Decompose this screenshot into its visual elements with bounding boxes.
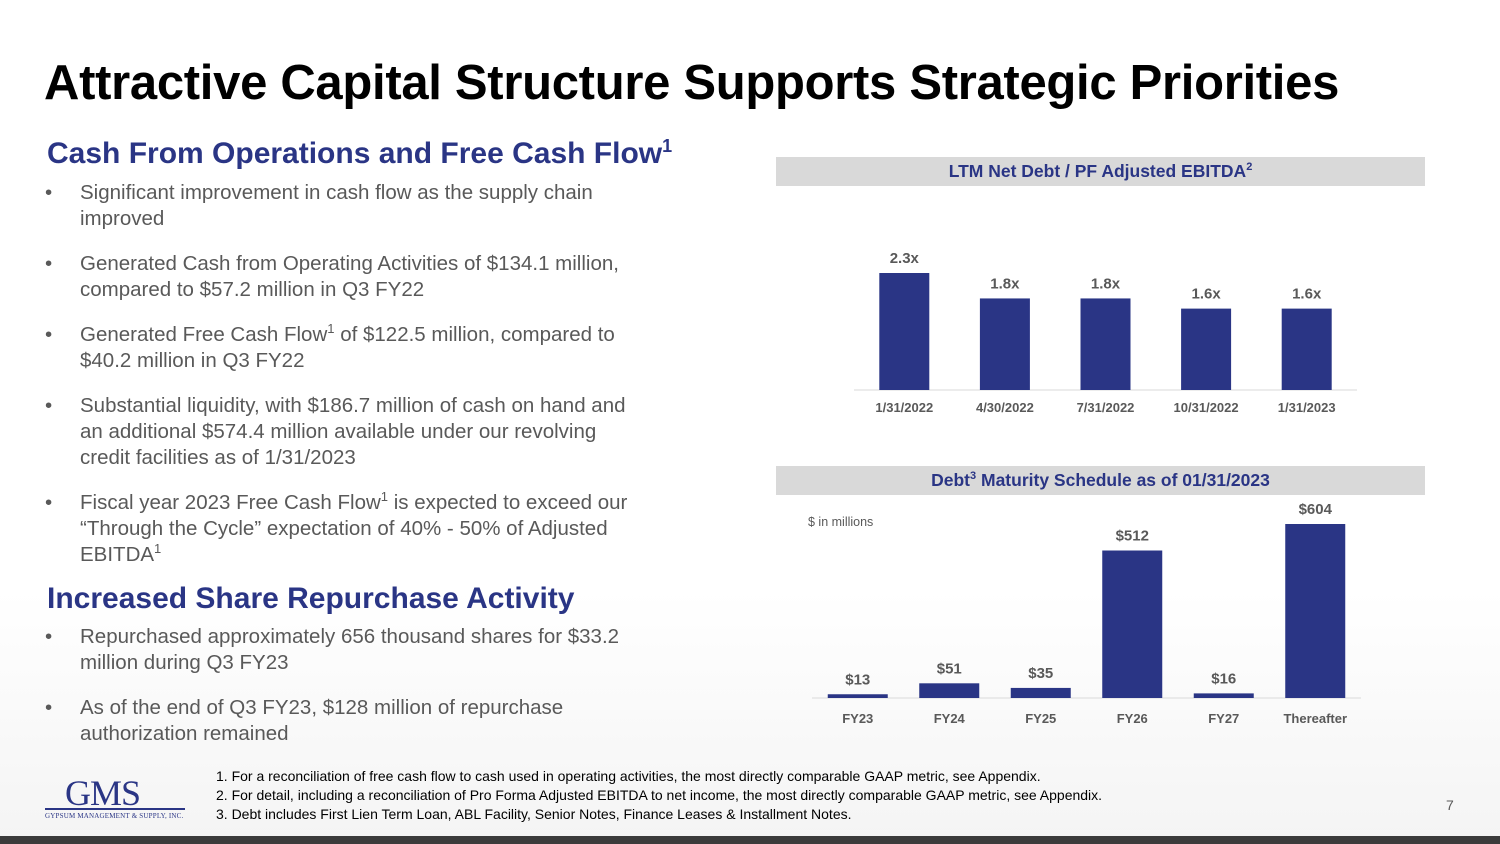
logo-letters: GMS (65, 773, 141, 813)
bar (919, 683, 980, 698)
data-label: $512 (1116, 528, 1149, 545)
x-tick-label: Thereafter (1283, 711, 1347, 726)
bar (1080, 298, 1131, 390)
x-tick-label: FY25 (1025, 711, 1056, 726)
data-label: $35 (1028, 665, 1053, 682)
x-tick-label: FY26 (1117, 711, 1148, 726)
bar (1285, 524, 1346, 698)
data-label: 1.6x (1191, 286, 1221, 303)
section-heading-text: Cash From Operations and Free Cash Flow (47, 137, 663, 170)
bar (979, 298, 1030, 390)
footnotes: 1. For a reconciliation of free cash flo… (216, 767, 1102, 824)
footnote-ref: 1 (380, 489, 389, 505)
data-label: 2.3x (890, 250, 920, 267)
bullet-text: Generated Free Cash Flow (80, 323, 328, 346)
bullet-text: Fiscal year 2023 Free Cash Flow (80, 491, 381, 514)
logo-tagline: GYPSUM MANAGEMENT & SUPPLY, INC. (45, 812, 184, 820)
bullet-item: Significant improvement in cash flow as … (45, 180, 645, 232)
bullet-item: Repurchased approximately 656 thousand s… (45, 624, 645, 676)
bottom-bar (0, 836, 1500, 844)
footnote-item: 1. For a reconciliation of free cash flo… (216, 768, 1041, 784)
footnote-ref: 1 (154, 541, 162, 557)
x-tick-label: FY27 (1208, 711, 1239, 726)
bullet-item: Substantial liquidity, with $186.7 milli… (45, 393, 645, 471)
x-tick-label: 1/31/2023 (1278, 400, 1336, 415)
data-label: $16 (1211, 670, 1236, 687)
footnote-item: 3. Debt includes First Lien Term Loan, A… (216, 806, 852, 822)
bullet-text: Significant improvement in cash flow as … (80, 181, 593, 230)
x-tick-label: 1/31/2022 (875, 400, 933, 415)
data-label: 1.8x (1091, 275, 1121, 292)
section-heading-cash-flow: Cash From Operations and Free Cash Flow1 (47, 137, 672, 171)
chart-title: Maturity Schedule as of 01/31/2023 (976, 470, 1270, 490)
bullet-item: Generated Free Cash Flow1 of $122.5 mill… (45, 322, 645, 374)
bullet-text: Substantial liquidity, with $186.7 milli… (80, 394, 626, 469)
cash-flow-bullet-list: Significant improvement in cash flow as … (45, 180, 645, 568)
bullet-item: Fiscal year 2023 Free Cash Flow1 is expe… (45, 490, 645, 568)
bar (827, 694, 888, 698)
bullet-text: As of the end of Q3 FY23, $128 million o… (80, 696, 564, 745)
chart-title: LTM Net Debt / PF Adjusted EBITDA (948, 161, 1247, 181)
logo-underline (45, 808, 185, 810)
leverage-bar-chart: 2.3x 1/31/2022 1.8x 4/30/2022 1.8x 7/31/2022 1… (854, 250, 1357, 415)
x-tick-label: 4/30/2022 (976, 400, 1034, 415)
bullet-text: Repurchased approximately 656 thousand s… (80, 625, 620, 674)
unit-note: $ in millions (808, 515, 874, 529)
bullet-text: Generated Cash from Operating Activities… (80, 252, 619, 301)
bullet-text: is expected to exceed our “Through the C… (80, 491, 628, 566)
footnote-ref: 2 (1246, 161, 1253, 174)
repurchase-bullet-list: Repurchased approximately 656 thousand s… (45, 624, 645, 747)
maturity-bar-chart: $13 FY23 $51 FY24 $35 FY25 $512 FY26 $16 FY27 $604… (812, 501, 1361, 726)
footnote-item: 2. For detail, including a reconciliatio… (216, 787, 1103, 803)
bullet-item: As of the end of Q3 FY23, $128 million o… (45, 695, 645, 747)
gms-logo: GMS GYPSUM MANAGEMENT & SUPPLY, INC. (45, 775, 185, 821)
section-heading-share-repurchase: Increased Share Repurchase Activity (47, 582, 575, 615)
page-number: 7 (1446, 797, 1454, 813)
bar (1102, 550, 1163, 698)
bar (1193, 693, 1254, 698)
footnote-ref: 3 (970, 470, 977, 483)
leverage-chart-header: LTM Net Debt / PF Adjusted EBITDA2 (776, 157, 1425, 186)
data-label: $604 (1299, 501, 1333, 518)
bullet-item: Generated Cash from Operating Activities… (45, 251, 645, 303)
footnote-ref: 1 (662, 136, 673, 156)
x-tick-label: 7/31/2022 (1077, 400, 1135, 415)
x-tick-label: FY23 (842, 711, 873, 726)
data-label: 1.8x (990, 275, 1020, 292)
chart-title: Debt (931, 470, 970, 490)
bar (1181, 308, 1232, 390)
bar (879, 273, 930, 390)
data-label: $13 (845, 671, 870, 688)
x-tick-label: FY24 (934, 711, 966, 726)
data-label: $51 (937, 660, 962, 677)
x-tick-label: 10/31/2022 (1174, 400, 1239, 415)
bullet-text: of $122.5 million, compared to $40.2 mil… (80, 323, 615, 372)
bar (1010, 687, 1071, 698)
data-label: 1.6x (1292, 286, 1322, 303)
page-title: Attractive Capital Structure Supports St… (44, 56, 1340, 110)
maturity-chart-header: Debt3 Maturity Schedule as of 01/31/2023 (776, 466, 1425, 495)
bar (1281, 308, 1332, 390)
footnote-ref: 1 (327, 321, 335, 337)
